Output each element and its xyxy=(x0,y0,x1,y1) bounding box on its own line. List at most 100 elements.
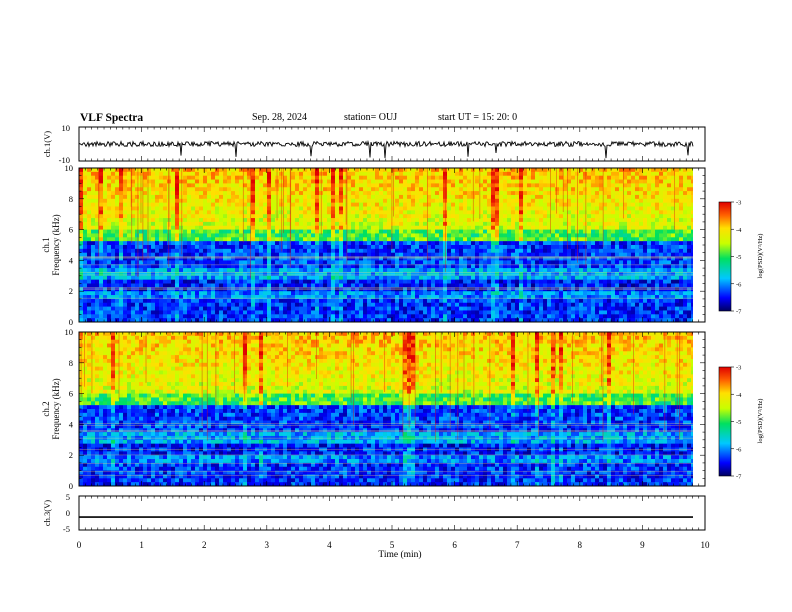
heatmap-cell xyxy=(151,202,156,207)
heatmap-cell xyxy=(519,306,524,311)
heatmap-cell xyxy=(283,198,288,204)
heatmap-cell xyxy=(507,295,512,300)
heatmap-cell xyxy=(291,229,296,234)
heatmap-cell xyxy=(427,275,432,281)
heatmap-cell xyxy=(271,221,276,227)
heatmap-cell xyxy=(287,198,292,204)
heatmap-cell xyxy=(151,191,156,196)
heatmap-cell xyxy=(571,306,576,311)
heatmap-cell xyxy=(503,298,508,304)
heatmap-cell xyxy=(363,248,368,254)
heatmap-cell xyxy=(403,206,408,211)
heatmap-cell xyxy=(431,175,436,180)
heatmap-cell xyxy=(499,283,504,288)
heatmap-cell xyxy=(407,187,412,192)
heatmap-cell xyxy=(391,306,396,311)
heatmap-cell xyxy=(223,171,228,177)
heatmap-cell xyxy=(367,237,372,242)
heatmap-cell xyxy=(295,295,300,300)
heatmap-cell xyxy=(251,171,256,177)
heatmap-cell xyxy=(315,214,320,219)
heatmap-cell xyxy=(191,310,196,315)
heatmap-cell xyxy=(203,175,208,180)
heatmap-cell xyxy=(319,252,324,257)
heatmap-cell xyxy=(503,198,508,204)
heatmap-cell xyxy=(491,318,496,323)
heatmap-cell xyxy=(111,233,116,238)
heatmap-cell xyxy=(259,183,264,188)
heatmap-cell xyxy=(527,218,532,223)
heatmap-cell xyxy=(499,225,504,230)
heatmap-cell xyxy=(175,175,180,180)
heatmap-cell xyxy=(483,229,488,234)
heatmap-cell xyxy=(335,271,340,277)
heatmap-cell xyxy=(291,225,296,230)
heatmap-cell xyxy=(287,237,292,242)
ch1-spectrogram-heatmap xyxy=(79,168,705,323)
heatmap-cell xyxy=(271,260,276,265)
heatmap-cell xyxy=(507,179,512,184)
heatmap-cell xyxy=(123,306,128,311)
heatmap-cell xyxy=(119,202,124,207)
heatmap-cell xyxy=(451,187,456,192)
heatmap-cell xyxy=(315,237,320,242)
heatmap-cell xyxy=(459,221,464,227)
heatmap-cell xyxy=(315,306,320,311)
heatmap-cell xyxy=(463,194,468,200)
heatmap-cell xyxy=(215,264,220,269)
heatmap-cell xyxy=(375,175,380,180)
heatmap-cell xyxy=(419,295,424,300)
heatmap-cell xyxy=(211,260,216,265)
heatmap-cell xyxy=(291,279,296,284)
heatmap-cell xyxy=(171,264,176,269)
heatmap-cell xyxy=(387,264,392,269)
heatmap-cell xyxy=(111,175,116,180)
heatmap-cell xyxy=(431,245,436,250)
heatmap-cell xyxy=(391,229,396,234)
heatmap-cell xyxy=(131,218,136,223)
heatmap-cell xyxy=(131,175,136,180)
heatmap-cell xyxy=(487,275,492,281)
heatmap-cell xyxy=(419,237,424,242)
heatmap-cell xyxy=(483,210,488,215)
heatmap-cell xyxy=(399,241,404,246)
heatmap-cell xyxy=(499,221,504,227)
heatmap-cell xyxy=(231,252,236,257)
heatmap-cell xyxy=(555,194,560,200)
heatmap-cell xyxy=(299,248,304,254)
heatmap-cell xyxy=(343,291,348,296)
heatmap-cell xyxy=(407,248,412,254)
heatmap-cell xyxy=(555,248,560,254)
heatmap-cell xyxy=(487,298,492,304)
heatmap-cell xyxy=(399,298,404,304)
heatmap-cell xyxy=(479,168,484,173)
heatmap-cell xyxy=(163,306,168,311)
heatmap-cell xyxy=(235,306,240,311)
heatmap-cell xyxy=(431,295,436,300)
heatmap-cell xyxy=(155,179,160,184)
heatmap-cell xyxy=(451,237,456,242)
heatmap-cell xyxy=(455,260,460,265)
heatmap-cell xyxy=(315,268,320,273)
heatmap-cell xyxy=(323,245,328,250)
heatmap-cell xyxy=(411,268,416,273)
heatmap-cell xyxy=(351,275,356,281)
heatmap-cell xyxy=(435,225,440,230)
heatmap-cell xyxy=(175,210,180,215)
heatmap-cell xyxy=(267,233,272,238)
heatmap-cell xyxy=(127,268,132,273)
heatmap-cell xyxy=(463,310,468,315)
heatmap-cell xyxy=(375,295,380,300)
heatmap-cell xyxy=(527,191,532,196)
heatmap-cell xyxy=(83,187,88,192)
heatmap-cell xyxy=(119,291,124,296)
heatmap-cell xyxy=(339,252,344,257)
heatmap-cell xyxy=(479,252,484,257)
heatmap-cell xyxy=(215,168,220,173)
heatmap-cell xyxy=(551,233,556,238)
heatmap-cell xyxy=(535,210,540,215)
heatmap-cell xyxy=(531,275,536,281)
heatmap-cell xyxy=(127,206,132,211)
heatmap-cell xyxy=(499,302,504,307)
heatmap-cell xyxy=(91,275,96,281)
